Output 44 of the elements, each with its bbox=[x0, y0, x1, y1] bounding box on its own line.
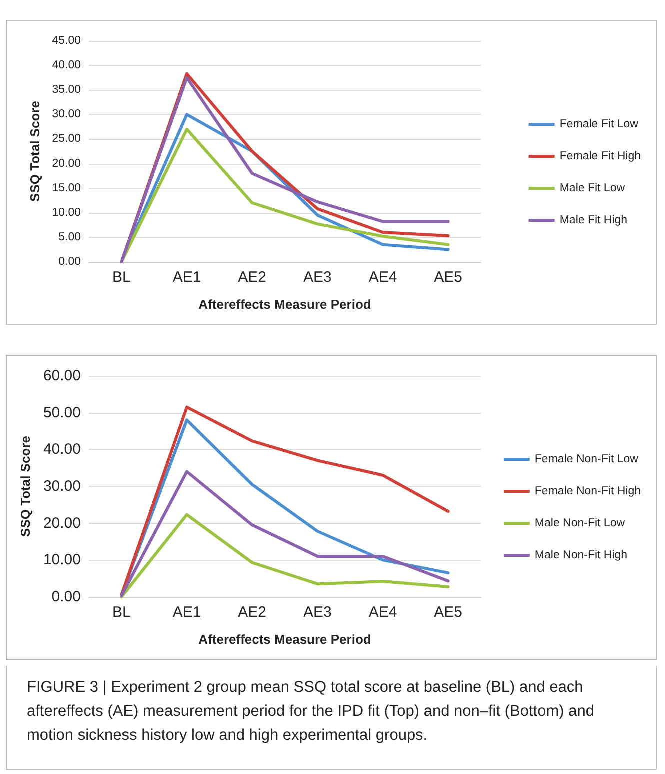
x-tick-label: AE5 bbox=[434, 269, 463, 286]
caption: FIGURE 3 | Experiment 2 group mean SSQ total score at baseline (BL) and each aftereffects (AE) measurement period for the IPD fit (Top) and non–fit (Bottom) and motion sickness history low and high experimental groups. bbox=[6, 666, 657, 770]
y-tick-label: 0.00 bbox=[58, 256, 81, 268]
line-series bbox=[120, 470, 450, 598]
legend-label: Male Fit High bbox=[560, 214, 628, 226]
y-tick-label: 50.00 bbox=[43, 404, 81, 422]
y-tick-label: 40.00 bbox=[52, 60, 81, 72]
x-tick-label: BL bbox=[112, 269, 131, 286]
y-tick-label: 5.00 bbox=[58, 231, 81, 244]
y-tick-label: 0.00 bbox=[52, 588, 81, 606]
x-tick-label: AE4 bbox=[368, 269, 398, 286]
y-tick-label: 35.00 bbox=[52, 84, 81, 96]
x-axis-title: Aftereffects Measure Period bbox=[198, 297, 372, 312]
legend-label: Female Non-Fit Low bbox=[534, 454, 640, 466]
y-tick-label: 60.00 bbox=[43, 368, 81, 384]
y-tick-label: 20.00 bbox=[52, 158, 81, 170]
y-tick-label: 45.00 bbox=[52, 35, 81, 47]
legend-label: Female Non-Fit High bbox=[534, 486, 642, 498]
legend-label: Male Non-Fit High bbox=[534, 550, 628, 562]
x-tick-label: AE4 bbox=[368, 604, 398, 621]
y-tick-label: 40.00 bbox=[43, 441, 81, 458]
x-tick-label: AE3 bbox=[303, 269, 332, 286]
line-series bbox=[120, 513, 450, 598]
y-tick-label: 10.00 bbox=[52, 206, 81, 219]
x-tick-label: BL bbox=[112, 604, 131, 621]
legend-label: Female Fit High bbox=[560, 150, 642, 162]
legend-label: Female Fit Low bbox=[560, 118, 640, 130]
x-tick-label: AE2 bbox=[238, 269, 267, 286]
x-tick-label: AE1 bbox=[172, 269, 202, 286]
y-axis-title: SSQ Total Score bbox=[18, 436, 33, 537]
x-axis-title: Aftereffects Measure Period bbox=[198, 632, 372, 647]
y-tick-label: 15.00 bbox=[52, 182, 81, 194]
x-tick-label: AE5 bbox=[434, 604, 463, 621]
legend-label: Male Non-Fit Low bbox=[534, 518, 626, 530]
y-tick-label: 25.00 bbox=[52, 133, 81, 146]
legend-label: Male Fit Low bbox=[560, 182, 626, 194]
x-tick-label: AE3 bbox=[303, 604, 332, 621]
y-tick-label: 30.00 bbox=[43, 478, 81, 495]
x-tick-label: AE2 bbox=[238, 604, 267, 621]
y-tick-label: 10.00 bbox=[43, 552, 81, 569]
y-tick-label: 20.00 bbox=[43, 514, 81, 532]
y-tick-label: 30.00 bbox=[52, 108, 81, 121]
x-tick-label: AE1 bbox=[172, 604, 202, 621]
y-axis-title: SSQ Total Score bbox=[27, 101, 42, 202]
